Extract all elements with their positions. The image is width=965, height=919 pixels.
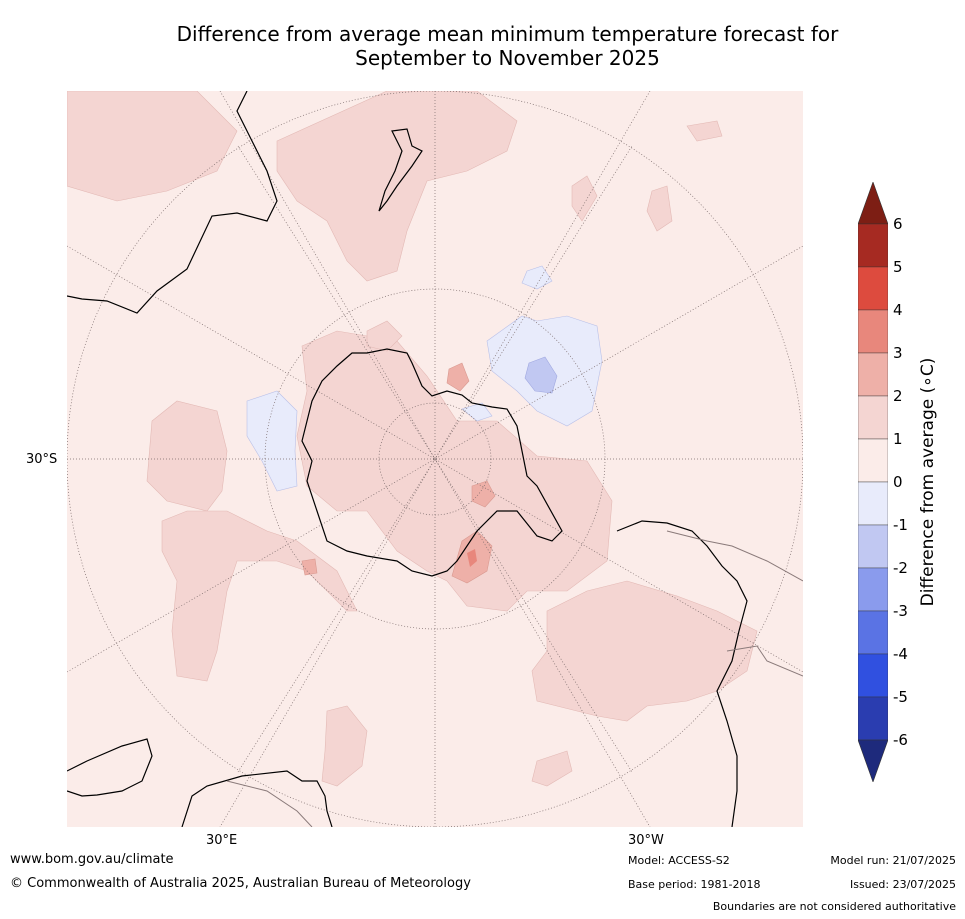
colorbar-segment	[857, 524, 889, 569]
colorbar-segment	[857, 653, 889, 698]
anomaly-1-to-2-regions	[67, 91, 758, 787]
title-line-1: Difference from average mean minimum tem…	[176, 22, 839, 46]
colorbar-tick-label: 4	[893, 301, 903, 319]
graticule-lines	[67, 91, 803, 827]
colorbar-tick-label: -4	[893, 645, 908, 663]
title-line-2: September to November 2025	[355, 46, 660, 70]
colorbar-segment	[857, 438, 889, 483]
lon-label-30e: 30°E	[206, 833, 238, 848]
colorbar-segment	[857, 266, 889, 311]
colorbar-segment	[857, 696, 889, 741]
colorbar-tick-label: -3	[893, 602, 908, 620]
model-run-text: Model run: 21/07/2025	[830, 854, 956, 867]
colorbar-tick-label: 1	[893, 430, 903, 448]
colorbar-over-arrow	[857, 181, 889, 225]
website-link[interactable]: www.bom.gov.au/climate	[10, 852, 174, 867]
issued-text: Issued: 23/07/2025	[849, 878, 956, 891]
colorbar-tick-label: -6	[893, 731, 908, 749]
base-period-text: Base period: 1981-2018	[628, 878, 761, 891]
colorbar-tick-label: -2	[893, 559, 908, 577]
colorbar-tick-label: -1	[893, 516, 908, 534]
lon-label-30w: 30°W	[628, 833, 664, 848]
map-title: Difference from average mean minimum tem…	[60, 22, 955, 70]
colorbar-tick-label: 5	[893, 258, 903, 276]
colorbar-tick-label: -5	[893, 688, 908, 706]
lat-label-30s: 30°S	[26, 452, 58, 467]
anomaly-minus2-to-minus1-region	[524, 356, 558, 394]
colorbar-segment	[857, 610, 889, 655]
copyright-text: © Commonwealth of Australia 2025, Austra…	[10, 876, 471, 891]
colorbar-segment	[857, 352, 889, 397]
colorbar-label: Difference from average (∘C)	[918, 357, 938, 607]
colorbar-svg	[857, 181, 889, 783]
colorbar-segment	[857, 395, 889, 440]
country-borders	[226, 530, 803, 827]
colorbar-segment	[857, 481, 889, 526]
polar-map	[67, 91, 803, 827]
map-canvas	[67, 91, 803, 827]
colorbar	[857, 181, 889, 783]
colorbar-tick-label: 6	[893, 215, 903, 233]
disclaimer-text: Boundaries are not considered authoritat…	[712, 900, 956, 913]
anomaly-3-to-4-region	[467, 549, 477, 567]
coastlines	[67, 91, 748, 827]
colorbar-under-arrow	[857, 739, 889, 783]
colorbar-tick-label: 2	[893, 387, 903, 405]
colorbar-segment	[857, 567, 889, 612]
model-text: Model: ACCESS-S2	[628, 854, 730, 867]
colorbar-tick-label: 3	[893, 344, 903, 362]
colorbar-segment	[857, 223, 889, 268]
colorbar-segment	[857, 309, 889, 354]
colorbar-tick-label: 0	[893, 473, 903, 491]
